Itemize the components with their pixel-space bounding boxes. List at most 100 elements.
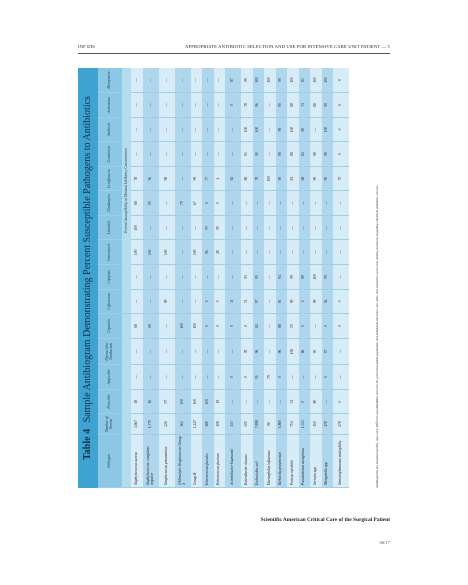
table-caption-text: Sample Antibiogram Demonstrating Percent… [82,96,93,423]
table-cell: — [190,215,202,240]
table-cell: 93 [275,289,287,314]
column-header: Number of Strains [98,413,122,435]
table-cell: 0 [333,389,349,414]
table-cell: 0 [333,92,349,118]
pathogen-cell: Escherichia coli [252,434,264,488]
pathogen-cell: Serratia spp. [310,434,322,488]
table-cell: — [202,264,214,290]
table-cell: 99 [275,68,287,93]
table-cell: — [225,239,241,265]
table-cell: — [225,264,241,290]
table-cell: 83 [298,68,310,93]
table-cell: — [287,239,299,265]
pathogen-cell: Enterobacter cloacae [241,434,253,488]
table-cell: — [225,338,241,365]
table-cell: — [213,68,225,93]
table-cell: 89 [298,117,310,142]
table-row: Escherichia coli 7,898—51 96 82 97 95— — —78 90 1… [252,68,264,488]
table-cell: — [131,289,143,314]
table-cell: 74 [298,92,310,118]
subheader-spacer [122,313,131,488]
table-cell: — [298,190,310,216]
table-cell: 0 [333,141,349,167]
table-cell: — [252,389,264,414]
table-cell: 97 [252,289,264,314]
table-cell: — [174,239,191,265]
table-cell: — [310,313,322,339]
pathogen-cell: Streptococcus pneumoniae [158,434,175,488]
table-cell: — [275,239,287,265]
table-cell: 79 [264,364,276,390]
table-cell: 86 [298,338,310,365]
table-cell: — [202,68,214,93]
table-caption: Table 4 Sample Antibiogram Demonstrating… [78,68,98,488]
table-cell: 99 [241,68,253,93]
table-cell: 68 [298,166,310,191]
table-cell: 78 [241,338,253,365]
table-cell: 98 [310,141,322,167]
table-footnote: Antibiograms are hospital specific, may … [375,184,379,488]
table-cell: — [174,364,191,390]
table-cell: 55 [287,313,299,339]
table-cell: 0 [202,313,214,339]
table-cell: 97 [202,215,214,240]
table-cell: 0 [241,364,253,390]
table-cell: — [333,190,349,216]
table-row: Enterococcus faecalis 186 100— —0 0—96 97 0 77—… [202,68,214,488]
table-cell: 100 [287,68,299,93]
table-cell: — [142,364,159,390]
table-cell: 0 [333,117,349,142]
table-cell: 99 [287,289,299,314]
table-cell: — [213,117,225,142]
antibiogram-table: Pathogen Number of Strains Penicillin Ampic… [98,68,349,488]
table-cell: 28 [213,239,225,265]
table-cell: 88 [287,92,299,118]
table-cell: — [174,117,191,142]
table-cell: 74 [287,389,299,414]
table-cell: 99 [321,92,333,118]
table-cell: — [225,117,241,142]
table-cell: — [241,215,253,240]
table-cell: 95 [275,92,287,118]
table-cell: — [158,338,175,365]
table-cell: — [275,215,287,240]
table-cell: 0 [321,313,333,339]
table-cell: — [241,190,253,216]
table-cell: 59 [142,190,159,216]
table-cell: 96 [264,413,276,435]
pathogen-cell: Pseudomonas aeruginosa [298,434,310,488]
table-cell: — [310,215,322,240]
table-number: Table 4 [82,428,93,460]
subheader-cell: Percent Susceptibility at Minimal Inhibi… [122,68,131,314]
table-cell: — [174,141,191,167]
column-header: Aztreonam [98,92,122,118]
table-cell: 88 [241,166,253,191]
table-cell: 88 [310,92,322,118]
footer-book-title: Scientific American Critical Care of the… [260,517,390,523]
table-cell: 278 [333,413,349,435]
table-cell: — [174,338,191,365]
table-cell: 100 [202,389,214,414]
table-cell: 0 [321,364,333,390]
table-cell: 0 [213,313,225,339]
table-cell: 4 [213,166,225,191]
column-header: Piperacillin-Tazobactam [98,338,122,365]
table-cell: — [310,239,322,265]
table-row: Pseudomonas aeruginosa 1,333 0—86 0 0 89— — —68… [298,68,310,488]
table-cell: 0 [298,389,310,414]
table-cell: 16 [142,389,159,414]
table-cell: 100 [158,239,175,265]
table-cell: 67 [190,190,202,216]
column-header: Ampicillin [98,364,122,390]
table-cell: 19 [213,389,225,414]
table-cell: 88 [287,141,299,167]
table-row: Group B 1,247 100— —100— —100—67 99— — — — [190,68,202,488]
table-cell: — [225,141,241,167]
table-cell: 78 [131,166,143,191]
table-row: Enterobacter cloacae 305—0 78 0 74 93— — —88 93 1… [241,68,253,488]
table-cell: — [321,215,333,240]
table-cell: 0 [225,92,241,118]
table-cell: 96 [275,338,287,365]
table-cell: 99 [190,166,202,191]
table-cell: — [131,264,143,290]
